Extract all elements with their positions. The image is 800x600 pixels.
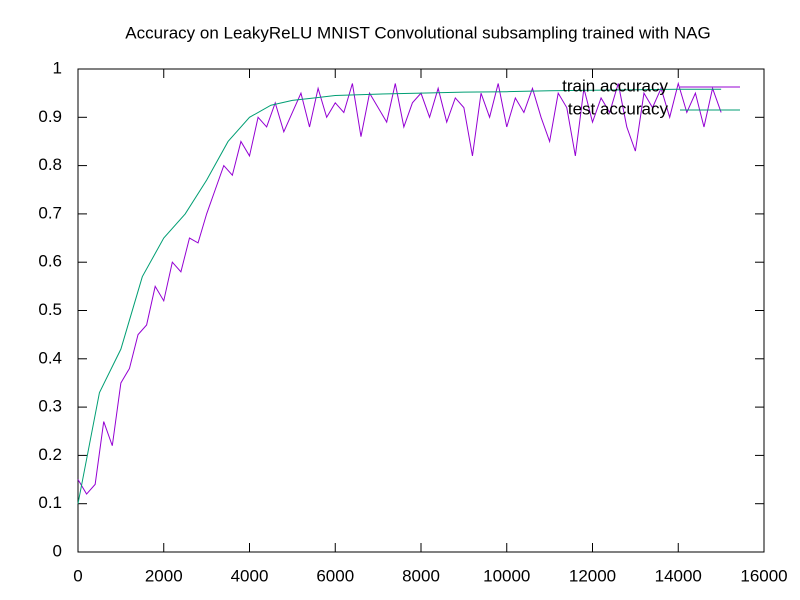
x-tick-label: 6000 [316, 566, 354, 585]
chart-title: Accuracy on LeakyReLU MNIST Convolutiona… [125, 23, 711, 42]
x-tick-label: 4000 [231, 566, 269, 585]
x-tick-label: 14000 [655, 566, 702, 585]
y-tick-label: 0.1 [38, 493, 62, 512]
series-line [77, 81, 722, 495]
y-tick-label: 0.2 [38, 445, 62, 464]
y-tick-label: 0.9 [38, 107, 62, 126]
y-tick-label: 0.8 [38, 155, 62, 174]
y-tick-label: 0.3 [38, 397, 62, 416]
y-tick-label: 0.7 [38, 203, 62, 222]
series-line [77, 88, 722, 504]
y-tick-label: 0 [53, 541, 62, 560]
x-tick-label: 12000 [569, 566, 616, 585]
y-tick-label: 0.6 [38, 252, 62, 271]
x-tick-label: 16000 [740, 566, 787, 585]
legend-label: train accuracy [562, 76, 668, 95]
y-tick-label: 0.5 [38, 300, 62, 319]
x-tick-label: 0 [73, 566, 82, 585]
x-tick-label: 2000 [145, 566, 183, 585]
x-tick-label: 10000 [483, 566, 530, 585]
x-tick-label: 8000 [402, 566, 440, 585]
y-tick-label: 1 [53, 58, 62, 77]
legend-label: test accuracy [568, 99, 669, 118]
y-tick-label: 0.4 [38, 348, 62, 367]
